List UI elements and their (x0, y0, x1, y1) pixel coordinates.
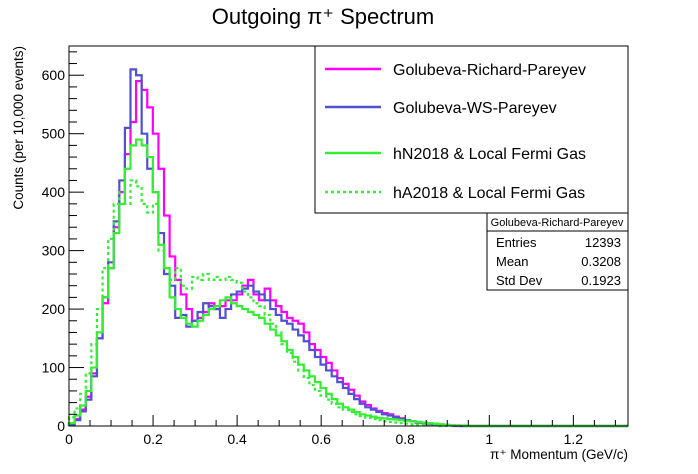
x-tick-label: 0.6 (311, 431, 331, 447)
stats-box: Golubeva-Richard-Pareyev Entries 12393 Mean… (486, 212, 629, 291)
y-tick-label: 0 (57, 418, 65, 434)
stats-label-0: Entries (496, 235, 537, 250)
legend: Golubeva-Richard-Pareyev Golubeva-WS-Pare… (314, 45, 629, 214)
histogram-series-3 (67, 179, 628, 428)
stats-title: Golubeva-Richard-Pareyev (491, 217, 624, 229)
x-axis: 0 0.2 0.4 0.6 0.8 1 1.2 (65, 415, 616, 447)
x-tick-label: 0.2 (143, 431, 163, 447)
x-tick-label: 1.2 (564, 431, 584, 447)
legend-label-3: hA2018 & Local Fermi Gas (393, 185, 585, 202)
legend-label-1: Golubeva-WS-Pareyev (393, 100, 557, 117)
y-tick-label: 100 (42, 360, 66, 376)
y-axis-title: Counts (per 10,000 events) (11, 46, 26, 210)
y-tick-label: 600 (42, 67, 66, 83)
x-tick-label: 0 (65, 431, 73, 447)
x-tick-label: 0.8 (396, 431, 416, 447)
x-tick-label: 0.4 (227, 431, 247, 447)
x-axis-title: π⁺ Momentum (GeV/c) (490, 447, 628, 462)
stats-label-2: Std Dev (496, 273, 543, 288)
y-axis: 0 100 200 300 400 500 600 (42, 51, 84, 434)
legend-label-0: Golubeva-Richard-Pareyev (393, 62, 586, 79)
y-tick-label: 300 (42, 243, 66, 259)
legend-label-2: hN2018 & Local Fermi Gas (393, 146, 586, 163)
chart-title: Outgoing π⁺ Spectrum (212, 4, 434, 29)
y-tick-label: 200 (42, 301, 66, 317)
y-tick-label: 500 (42, 126, 66, 142)
stats-value-2: 0.1923 (581, 273, 621, 288)
stats-value-0: 12393 (585, 235, 621, 250)
y-tick-label: 400 (42, 184, 66, 200)
plot-area (67, 45, 629, 428)
x-tick-label: 1 (485, 431, 493, 447)
stats-value-1: 0.3208 (581, 254, 621, 269)
stats-label-1: Mean (496, 254, 529, 269)
stats-box-frame (486, 212, 629, 291)
legend-box (314, 45, 629, 214)
